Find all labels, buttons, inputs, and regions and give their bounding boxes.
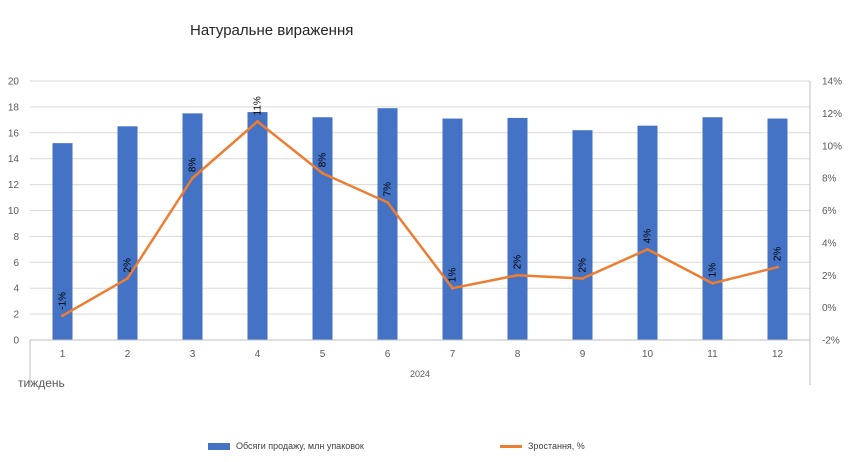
y-right-tick-label: 14% — [822, 77, 842, 88]
x-tick-label: 1 — [60, 349, 66, 360]
y-left-tick-label: 14 — [8, 154, 20, 165]
bar — [117, 126, 138, 340]
line-series — [61, 119, 779, 318]
x-group-label: 2024 — [410, 369, 430, 379]
data-label: -1% — [58, 292, 69, 310]
bar — [507, 117, 528, 340]
x-tick-label: 9 — [580, 349, 586, 360]
y-right-tick-label: 8% — [822, 174, 837, 185]
x-tick-label: 2 — [125, 349, 131, 360]
bar — [182, 113, 203, 340]
x-tick-label: 11 — [707, 349, 718, 360]
y-left-tick-label: 2 — [13, 310, 19, 321]
axes: 02468101214161820-2%0%2%4%6%8%10%12%14%1… — [8, 77, 842, 385]
bar — [702, 117, 723, 340]
line-point — [126, 276, 129, 280]
legend-label-volume: Обсяги продажу, млн упаковок — [236, 441, 364, 451]
growth-line — [61, 120, 778, 317]
data-label: 2% — [513, 255, 524, 270]
y-left-tick-label: 16 — [8, 128, 20, 139]
bar — [312, 117, 333, 340]
legend-item-volume: Обсяги продажу, млн упаковок — [208, 441, 364, 451]
y-right-tick-label: 2% — [822, 271, 837, 282]
line-point — [776, 265, 779, 269]
line-point — [451, 286, 454, 290]
data-label: 8% — [318, 153, 329, 168]
legend-swatch-volume — [208, 442, 230, 450]
y-left-tick-label: 6 — [13, 258, 19, 269]
y-left-tick-label: 8 — [13, 232, 19, 243]
y-left-tick-label: 0 — [13, 336, 19, 347]
y-left-tick-label: 10 — [8, 206, 20, 217]
x-tick-label: 5 — [320, 349, 326, 360]
x-tick-label: 7 — [450, 349, 456, 360]
x-tick-label: 12 — [772, 349, 784, 360]
x-axis-title: тиждень — [18, 376, 65, 390]
x-tick-label: 8 — [515, 349, 521, 360]
line-point — [256, 119, 259, 123]
chart-title: Натуральне вираження — [190, 22, 354, 39]
bar — [442, 118, 463, 341]
line-point — [321, 171, 324, 175]
y-right-tick-label: 6% — [822, 206, 837, 217]
x-tick-label: 3 — [190, 349, 196, 360]
data-labels: -1% 2% 8% 11% 8% 7% 1% 2% 2% 4% 1% 2% — [58, 96, 784, 310]
bar — [767, 118, 788, 341]
bar — [637, 125, 658, 341]
bar — [52, 143, 73, 340]
bar — [247, 112, 268, 340]
data-label: 2% — [123, 258, 134, 273]
legend-item-growth: Зростання, % — [500, 441, 585, 451]
x-tick-label: 4 — [255, 349, 261, 360]
data-label: 7% — [383, 182, 394, 197]
x-tick-label: 6 — [385, 349, 391, 360]
y-right-tick-label: 0% — [822, 303, 837, 314]
data-label: 2% — [773, 247, 784, 262]
y-left-tick-label: 18 — [8, 102, 20, 113]
y-right-tick-label: 10% — [822, 141, 842, 152]
y-right-tick-label: 12% — [822, 109, 842, 120]
bar — [572, 130, 593, 340]
line-point — [646, 247, 649, 251]
y-left-tick-label: 4 — [13, 284, 19, 295]
data-label: 8% — [188, 158, 199, 173]
y-right-tick-label: 4% — [822, 238, 837, 249]
y-left-tick-label: 12 — [8, 180, 20, 191]
data-label: 11% — [253, 96, 264, 115]
y-left-tick-label: 20 — [8, 77, 20, 88]
data-label: 4% — [643, 229, 654, 244]
data-label: 2% — [578, 258, 589, 273]
bar-series — [52, 108, 788, 341]
line-point — [191, 176, 194, 180]
line-point — [581, 276, 584, 280]
line-point — [516, 273, 519, 277]
data-label: 1% — [708, 263, 719, 278]
legend-label-growth: Зростання, % — [528, 441, 585, 451]
line-point — [386, 200, 389, 204]
line-point — [711, 281, 714, 285]
y-right-tick-label: -2% — [822, 336, 840, 347]
gridlines — [30, 80, 810, 341]
data-label: 1% — [448, 268, 459, 283]
x-tick-label: 10 — [642, 349, 654, 360]
bar — [377, 108, 398, 340]
line-point — [61, 314, 64, 318]
legend-swatch-growth — [500, 444, 522, 448]
